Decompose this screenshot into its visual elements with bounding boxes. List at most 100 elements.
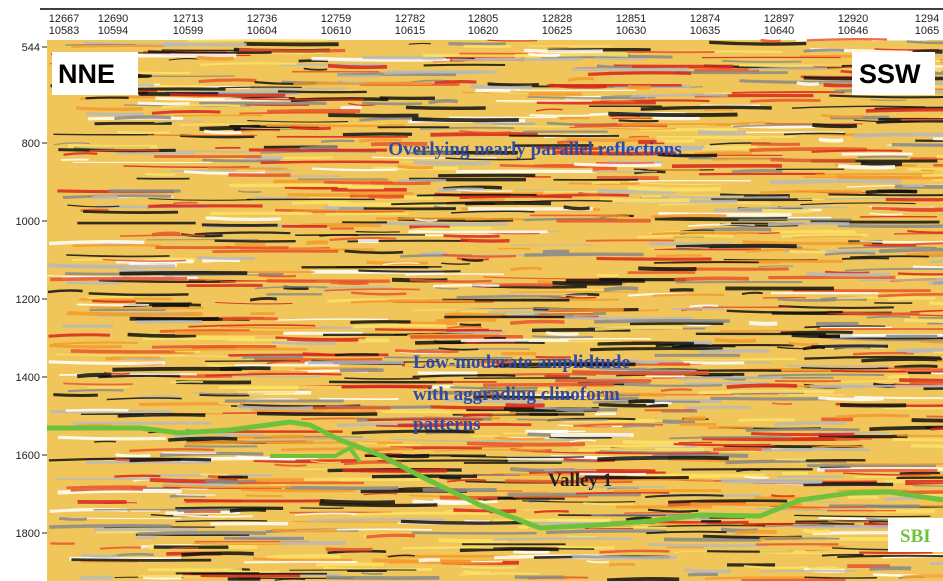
reflection — [936, 154, 943, 159]
reflection — [446, 325, 482, 329]
reflection — [496, 124, 575, 128]
reflection — [443, 234, 500, 238]
reflection — [414, 218, 438, 222]
reflection — [274, 208, 405, 213]
reflection — [645, 494, 724, 498]
reflection — [646, 530, 727, 535]
reflection — [738, 206, 848, 210]
reflection — [774, 421, 846, 427]
reflection — [709, 40, 807, 46]
reflection — [683, 360, 745, 365]
reflection — [400, 519, 524, 525]
reflection — [430, 132, 538, 137]
reflection — [843, 472, 931, 476]
reflection — [168, 436, 238, 442]
reflection — [569, 439, 597, 443]
reflection — [758, 265, 794, 268]
reflection — [442, 253, 516, 258]
reflection — [844, 267, 943, 272]
reflection — [53, 341, 138, 345]
reflection — [848, 495, 879, 499]
reflection — [437, 187, 484, 193]
reflection — [596, 64, 632, 69]
reflection — [202, 158, 280, 163]
reflection — [824, 251, 876, 256]
reflection — [838, 163, 896, 170]
reflection — [818, 137, 844, 143]
reflection — [257, 411, 378, 416]
reflection — [344, 249, 404, 255]
reflection — [352, 323, 447, 329]
reflection — [645, 374, 685, 378]
reflection — [907, 349, 943, 354]
cdp-label: 10615 — [395, 25, 426, 37]
reflection — [583, 502, 634, 506]
reflection — [745, 248, 820, 253]
reflection — [837, 488, 908, 492]
reflection — [809, 384, 866, 389]
reflection — [202, 258, 241, 263]
reflection — [804, 325, 886, 329]
reflection — [115, 453, 151, 458]
reflection — [697, 129, 747, 136]
reflection — [170, 347, 308, 352]
reflection — [87, 296, 134, 300]
reflection — [852, 351, 914, 356]
reflection — [203, 129, 242, 135]
reflection — [564, 315, 692, 321]
reflection — [760, 569, 856, 573]
reflection — [438, 347, 479, 351]
reflection — [628, 185, 721, 192]
trace-label: 12782 — [395, 13, 426, 25]
reflection — [909, 348, 943, 352]
reflection — [584, 475, 689, 480]
reflection — [130, 71, 191, 75]
reflection — [175, 519, 268, 523]
reflection — [446, 478, 487, 483]
reflection — [622, 123, 750, 126]
reflection — [462, 413, 493, 418]
reflection — [869, 566, 912, 571]
reflection — [571, 67, 689, 72]
reflection — [162, 42, 247, 47]
reflection — [199, 62, 297, 66]
reflection — [120, 234, 205, 238]
reflection — [214, 239, 296, 243]
reflection — [143, 576, 182, 580]
reflection — [803, 48, 845, 53]
reflection — [325, 575, 440, 580]
reflection — [579, 425, 612, 428]
reflection — [67, 204, 120, 208]
reflection — [823, 83, 855, 88]
reflection — [238, 47, 346, 53]
reflection — [596, 256, 712, 261]
reflection — [528, 52, 561, 57]
reflection — [350, 299, 475, 304]
reflection — [103, 371, 131, 375]
reflection — [536, 100, 656, 105]
reflection — [420, 126, 514, 130]
reflection — [253, 195, 295, 199]
reflection — [545, 529, 667, 535]
reflection — [722, 60, 802, 63]
reflection — [910, 309, 943, 313]
reflection — [647, 542, 768, 548]
reflection — [432, 546, 494, 550]
depth-tick-label: 544 — [22, 42, 40, 54]
reflection — [274, 578, 306, 581]
reflection — [71, 558, 212, 562]
reflection — [652, 293, 725, 297]
reflection — [58, 435, 166, 441]
reflection — [119, 271, 248, 276]
reflection — [416, 193, 537, 197]
cdp-label: 10583 — [49, 25, 80, 37]
reflection — [215, 301, 293, 305]
reflection — [383, 70, 498, 75]
reflection — [776, 475, 844, 479]
reflection — [808, 566, 839, 571]
reflection — [929, 301, 943, 306]
reflection — [47, 289, 83, 294]
reflection — [219, 366, 271, 371]
reflection — [585, 239, 675, 242]
reflection — [433, 340, 465, 345]
